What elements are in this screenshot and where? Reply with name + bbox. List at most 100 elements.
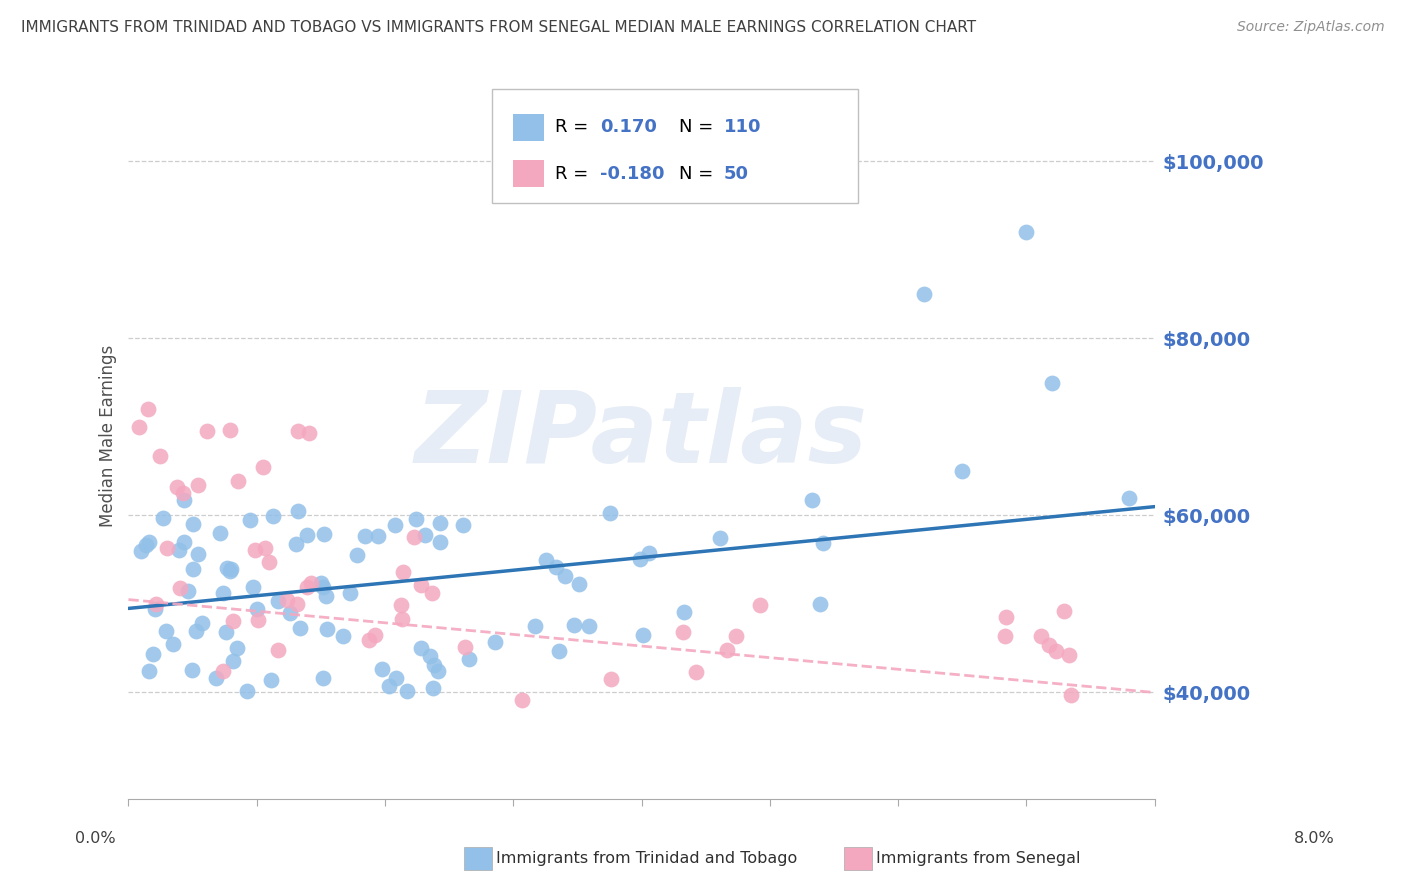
Point <box>391 612 413 626</box>
Point <box>409 640 432 655</box>
Point <box>166 480 188 494</box>
Point <box>236 684 259 698</box>
Point <box>405 512 427 526</box>
Point <box>167 543 190 558</box>
Y-axis label: Median Male Earnings: Median Male Earnings <box>100 344 117 527</box>
Point <box>173 535 195 549</box>
Point <box>808 597 831 611</box>
Text: Immigrants from Senegal: Immigrants from Senegal <box>876 851 1080 865</box>
Point <box>212 586 235 600</box>
Point <box>239 513 262 527</box>
Point <box>510 693 533 707</box>
Point <box>138 535 160 549</box>
Point <box>312 671 335 685</box>
Point <box>186 624 208 638</box>
Point <box>534 552 557 566</box>
Point <box>367 529 389 543</box>
Point <box>257 555 280 569</box>
Point <box>128 420 150 434</box>
Point <box>546 559 568 574</box>
Point <box>205 671 228 685</box>
Point <box>749 598 772 612</box>
Text: -0.180: -0.180 <box>600 165 665 183</box>
Point <box>295 528 318 542</box>
Point <box>454 640 477 654</box>
Point <box>339 586 361 600</box>
Point <box>187 478 209 492</box>
Point <box>309 576 332 591</box>
Text: 50: 50 <box>724 165 749 183</box>
Point <box>211 665 233 679</box>
Point <box>267 593 290 607</box>
Text: N =: N = <box>679 119 713 136</box>
Point <box>672 624 695 639</box>
Point <box>458 652 481 666</box>
Text: R =: R = <box>555 119 589 136</box>
Point <box>396 684 419 698</box>
Point <box>190 615 212 630</box>
Point <box>138 664 160 678</box>
Point <box>246 613 269 627</box>
Point <box>562 618 585 632</box>
Point <box>145 597 167 611</box>
Point <box>243 542 266 557</box>
Point <box>389 598 412 612</box>
Text: N =: N = <box>679 165 713 183</box>
Point <box>298 426 321 441</box>
Point <box>357 633 380 648</box>
Point <box>429 535 451 549</box>
Point <box>136 402 159 417</box>
Point <box>994 610 1017 624</box>
Point <box>385 671 408 685</box>
Text: R =: R = <box>555 165 589 183</box>
Point <box>600 672 623 686</box>
Point <box>315 590 337 604</box>
Point <box>242 580 264 594</box>
Point <box>288 621 311 635</box>
Point <box>811 536 834 550</box>
Point <box>346 548 368 562</box>
Point <box>155 624 177 639</box>
Point <box>219 564 242 578</box>
Point <box>672 605 695 619</box>
Point <box>181 663 204 677</box>
Point <box>276 593 298 607</box>
Point <box>1118 491 1140 505</box>
Text: Immigrants from Trinidad and Tobago: Immigrants from Trinidad and Tobago <box>496 851 797 865</box>
Point <box>259 673 281 687</box>
Point <box>568 576 591 591</box>
Point <box>135 538 157 552</box>
Point <box>404 530 426 544</box>
Point <box>1038 638 1060 652</box>
Point <box>312 526 335 541</box>
Point <box>266 642 288 657</box>
Point <box>219 561 242 575</box>
Point <box>419 649 441 664</box>
Point <box>950 464 973 478</box>
Point <box>131 543 153 558</box>
Point <box>422 681 444 695</box>
Point <box>177 583 200 598</box>
Point <box>413 528 436 542</box>
Point <box>427 665 450 679</box>
Point <box>173 493 195 508</box>
Point <box>299 576 322 591</box>
Point <box>332 629 354 643</box>
Point <box>420 586 443 600</box>
Point <box>172 486 194 500</box>
Point <box>287 504 309 518</box>
Point <box>143 602 166 616</box>
Text: 0.0%: 0.0% <box>76 831 115 847</box>
Point <box>149 449 172 463</box>
Point <box>392 566 415 580</box>
Point <box>1031 629 1053 643</box>
Point <box>370 662 392 676</box>
Point <box>384 517 406 532</box>
Point <box>195 424 218 438</box>
Point <box>246 602 269 616</box>
Point <box>187 547 209 561</box>
Point <box>547 644 569 658</box>
Text: 0.170: 0.170 <box>600 119 657 136</box>
Point <box>422 658 444 673</box>
Point <box>912 287 935 301</box>
